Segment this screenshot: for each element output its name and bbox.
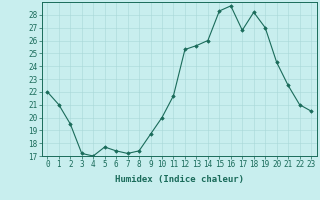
- X-axis label: Humidex (Indice chaleur): Humidex (Indice chaleur): [115, 175, 244, 184]
